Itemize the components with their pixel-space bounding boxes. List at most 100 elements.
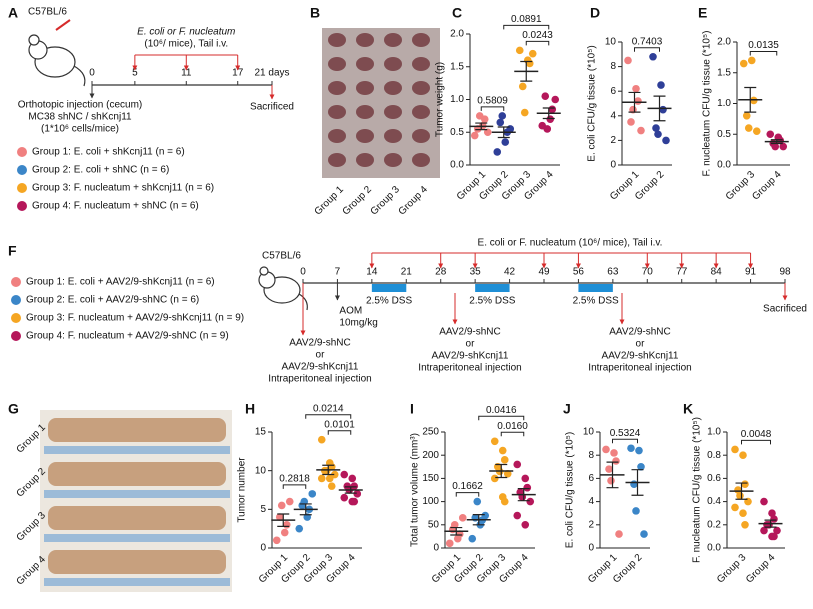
aav-text: AAV2/9-shNC bbox=[439, 327, 501, 338]
group-text: Group 1: E. coli + AAV2/9-shKcnj11 (n = … bbox=[26, 277, 215, 288]
data-point bbox=[739, 451, 747, 460]
tumor bbox=[412, 57, 430, 71]
treatment: E. coli or F. nucleatum bbox=[137, 27, 235, 38]
aav-text: AAV2/9-shKcnj11 bbox=[282, 362, 359, 373]
data-point bbox=[739, 59, 748, 68]
data-point bbox=[475, 112, 484, 120]
data-point bbox=[528, 49, 537, 58]
panel-letter: A bbox=[8, 5, 18, 21]
data-point bbox=[325, 474, 334, 483]
injection-text: Orthotopic injection (cecum) bbox=[18, 100, 143, 111]
significance-bracket bbox=[305, 414, 352, 419]
data-point bbox=[771, 142, 780, 151]
y-tick-label: 0.0 bbox=[450, 160, 464, 171]
p-value: 0.0243 bbox=[522, 30, 553, 41]
end-text: Sacrificed bbox=[763, 304, 807, 315]
y-tick-label: 0 bbox=[433, 543, 439, 554]
error-bar bbox=[744, 86, 757, 113]
y-tick-label: 0.5 bbox=[717, 129, 731, 140]
day-label: 84 bbox=[711, 267, 723, 278]
data-point bbox=[602, 445, 610, 454]
panel-letter: J bbox=[563, 401, 571, 417]
error-bar bbox=[517, 488, 530, 502]
data-point bbox=[770, 515, 778, 523]
data-point bbox=[525, 59, 534, 68]
significance-bracket bbox=[634, 47, 660, 52]
data-point bbox=[496, 118, 505, 127]
day-label: 70 bbox=[642, 267, 654, 278]
data-point bbox=[770, 532, 778, 541]
mouse-icon bbox=[258, 266, 308, 311]
tumor bbox=[328, 105, 346, 119]
data-point bbox=[744, 124, 753, 132]
tumor bbox=[356, 153, 374, 167]
y-tick-label: 4 bbox=[588, 496, 594, 507]
y-axis-label: Tumor number bbox=[237, 457, 248, 523]
error-bar bbox=[344, 486, 357, 494]
y-tick-label: 0 bbox=[588, 543, 594, 554]
data-point bbox=[610, 449, 618, 457]
data-point bbox=[340, 493, 349, 502]
tumor bbox=[356, 57, 374, 71]
tumor bbox=[328, 33, 346, 47]
data-point bbox=[736, 492, 744, 500]
y-tick-label: 1.5 bbox=[450, 61, 464, 72]
significance-bracket bbox=[455, 492, 480, 497]
tumor bbox=[328, 129, 346, 143]
injection-text: MC38 shNC / shKcnj11 bbox=[28, 112, 132, 123]
strain: C57BL/6 bbox=[262, 251, 301, 262]
y-tick-label: 2 bbox=[610, 135, 616, 146]
p-value: 0.5324 bbox=[610, 428, 641, 439]
tumor bbox=[384, 33, 402, 47]
aav-text: or bbox=[636, 339, 646, 350]
y-tick-label: 1.0 bbox=[707, 427, 721, 438]
day-label: 11 bbox=[181, 68, 192, 79]
tumor bbox=[384, 57, 402, 71]
y-tick-label: 5 bbox=[260, 504, 266, 515]
panel-letter: C bbox=[452, 5, 462, 21]
colon bbox=[48, 506, 226, 530]
dss-bar bbox=[578, 284, 613, 292]
dss-text: 2.5% DSS bbox=[469, 296, 515, 307]
y-tick-label: 0.2 bbox=[707, 519, 721, 530]
data-point bbox=[627, 118, 635, 126]
group-label: Group 3 bbox=[369, 184, 403, 218]
data-point bbox=[348, 474, 357, 483]
y-tick-label: 4 bbox=[610, 110, 616, 121]
y-tick-label: 0.0 bbox=[707, 543, 721, 554]
data-point bbox=[455, 530, 464, 538]
significance-bracket bbox=[612, 438, 638, 444]
data-point bbox=[317, 435, 326, 444]
aom-text: AOM bbox=[339, 306, 362, 317]
y-tick-label: 8 bbox=[610, 61, 616, 72]
data-point bbox=[327, 482, 336, 490]
panel-letter: I bbox=[410, 401, 414, 417]
error-bar bbox=[735, 482, 748, 500]
tumor bbox=[384, 129, 402, 143]
data-point bbox=[760, 526, 768, 535]
data-point bbox=[747, 56, 756, 65]
y-axis-label: F. nucleatum CFU/g tissue (*10⁵) bbox=[702, 31, 713, 177]
data-point bbox=[350, 497, 359, 506]
y-tick-label: 10 bbox=[255, 465, 267, 476]
data-point bbox=[445, 539, 454, 548]
aav-text: or bbox=[466, 339, 476, 350]
tumor bbox=[356, 33, 374, 47]
data-point bbox=[521, 521, 530, 529]
data-point bbox=[470, 131, 479, 140]
group-dot bbox=[11, 295, 21, 305]
colon bbox=[48, 550, 226, 574]
error-bar bbox=[299, 503, 312, 516]
y-tick-label: 2.0 bbox=[450, 29, 464, 40]
data-point bbox=[308, 490, 317, 498]
error-bar bbox=[497, 126, 510, 139]
data-point bbox=[779, 142, 788, 151]
tumor bbox=[356, 81, 374, 95]
data-point bbox=[632, 84, 640, 93]
tumor bbox=[412, 33, 430, 47]
x-tick-label: Group 3 bbox=[715, 552, 749, 586]
error-bar bbox=[495, 463, 508, 479]
data-point bbox=[490, 474, 499, 483]
error-bar bbox=[472, 513, 485, 526]
